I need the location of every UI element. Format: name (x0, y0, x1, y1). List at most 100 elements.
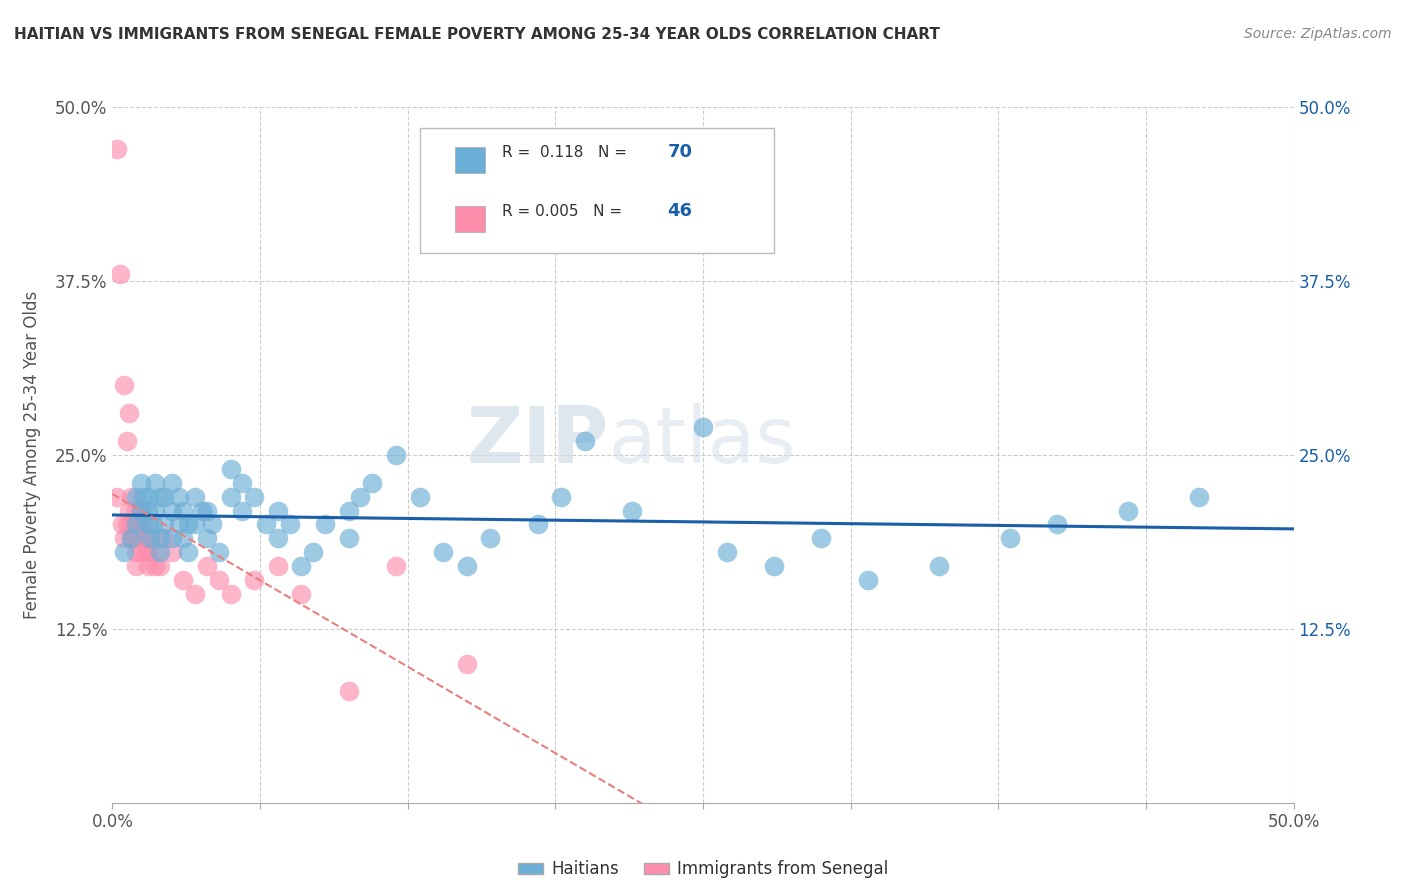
Point (143, 559, 166, 574)
Point (160, 475, 183, 490)
Text: Source: ZipAtlas.com: Source: ZipAtlas.com (1244, 27, 1392, 41)
Point (139, 532, 162, 546)
Point (337, 532, 360, 546)
Point (479, 532, 502, 546)
Point (108, 267, 131, 281)
Point (132, 532, 155, 546)
Point (337, 684, 360, 698)
Point (432, 545, 454, 559)
Point (125, 517, 148, 532)
Point (385, 448, 408, 462)
Point (267, 532, 290, 546)
Point (267, 559, 290, 574)
Point (191, 503, 214, 517)
Point (928, 559, 950, 574)
Point (129, 545, 152, 559)
Point (125, 503, 148, 517)
Point (122, 517, 145, 532)
Point (219, 587, 242, 601)
Point (526, 517, 548, 532)
Point (136, 503, 159, 517)
Point (184, 517, 207, 532)
Point (456, 559, 478, 574)
Point (112, 532, 135, 546)
Point (132, 490, 155, 504)
Point (153, 532, 176, 546)
Point (385, 559, 408, 574)
Text: atlas: atlas (609, 403, 796, 479)
Point (267, 503, 290, 517)
Point (550, 490, 572, 504)
Point (177, 517, 200, 532)
Text: 70: 70 (668, 144, 693, 161)
Text: 46: 46 (668, 202, 693, 220)
Point (290, 559, 312, 574)
Point (195, 503, 218, 517)
Point (149, 490, 172, 504)
Point (574, 434, 596, 448)
Point (149, 559, 172, 574)
Point (136, 545, 159, 559)
Point (160, 532, 183, 546)
Point (112, 378, 135, 392)
Legend: Haitians, Immigrants from Senegal: Haitians, Immigrants from Senegal (510, 854, 896, 885)
Point (132, 517, 155, 532)
Point (160, 503, 183, 517)
Point (136, 517, 159, 532)
Point (810, 532, 832, 546)
Point (153, 517, 176, 532)
Point (129, 475, 152, 490)
Point (120, 532, 142, 546)
Point (143, 475, 166, 490)
Point (290, 587, 312, 601)
Point (125, 517, 148, 532)
Point (142, 517, 165, 532)
Point (219, 462, 242, 476)
Point (153, 490, 176, 504)
Point (142, 545, 165, 559)
Point (1188, 490, 1211, 504)
Point (254, 517, 277, 532)
Point (692, 420, 714, 434)
Point (135, 545, 157, 559)
Point (118, 406, 141, 420)
Point (361, 475, 384, 490)
Point (302, 545, 325, 559)
Point (177, 545, 200, 559)
Point (125, 490, 148, 504)
Point (408, 490, 430, 504)
Point (125, 545, 148, 559)
Point (122, 532, 145, 546)
Point (195, 532, 218, 546)
Point (716, 545, 738, 559)
Point (243, 490, 266, 504)
Point (127, 517, 149, 532)
Point (149, 532, 172, 546)
Point (1046, 517, 1069, 532)
Point (120, 532, 142, 546)
Point (208, 545, 231, 559)
Point (278, 517, 301, 532)
Point (172, 573, 194, 587)
Point (167, 517, 190, 532)
Point (111, 517, 134, 532)
Point (136, 559, 159, 574)
Point (160, 545, 183, 559)
Point (105, 490, 128, 504)
Point (201, 517, 224, 532)
Point (136, 490, 159, 504)
Point (349, 490, 371, 504)
Point (120, 517, 142, 532)
Point (105, 142, 128, 156)
FancyBboxPatch shape (456, 147, 485, 173)
Point (118, 503, 141, 517)
Point (208, 573, 231, 587)
Point (167, 490, 190, 504)
Point (231, 475, 253, 490)
Point (621, 503, 644, 517)
Point (184, 490, 207, 504)
Point (112, 545, 135, 559)
Point (243, 573, 266, 587)
Point (129, 503, 152, 517)
Point (139, 532, 162, 546)
